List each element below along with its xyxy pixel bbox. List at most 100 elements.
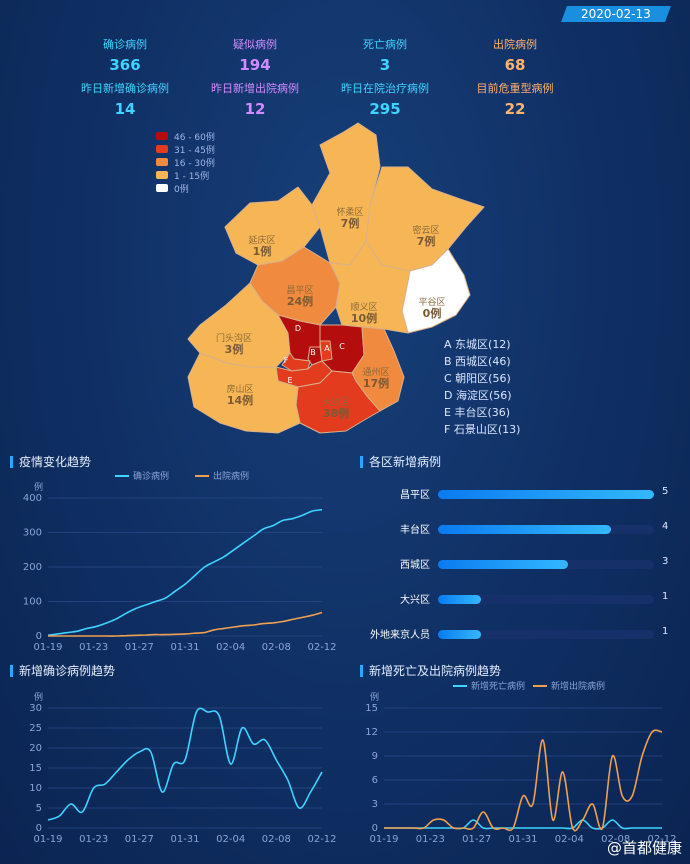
stat-value: 366 xyxy=(109,56,141,74)
stat-value: 14 xyxy=(114,100,136,118)
legend-label: 16 - 30例 xyxy=(174,158,215,169)
map-letter: B xyxy=(310,348,316,357)
x-tick-label: 01-31 xyxy=(170,834,199,845)
bar-category-label: 昌平区 xyxy=(400,490,430,501)
map-label-name: 大兴区 xyxy=(322,396,349,408)
legend-series-label: 新增死亡病例 xyxy=(471,680,525,692)
map-region-dongcheng[interactable] xyxy=(319,340,333,362)
district-list-item: E 丰台区(36) xyxy=(444,406,511,419)
map-region-miyun[interactable] xyxy=(365,166,485,272)
legend-label: 1 - 15例 xyxy=(174,171,210,182)
x-tick-label: 01-19 xyxy=(33,834,62,845)
map-letter: E xyxy=(287,376,292,385)
bar-fill xyxy=(438,630,482,639)
x-tick-label: 02-12 xyxy=(647,834,676,845)
legend-item: 1 - 15例 xyxy=(156,169,215,182)
legend-swatch xyxy=(156,171,168,179)
x-tick-label: 01-27 xyxy=(125,834,154,845)
y-tick-label: 200 xyxy=(23,562,42,573)
x-tick-label: 02-08 xyxy=(262,642,291,653)
stat-5: 昨日新增出院病例 12 xyxy=(190,80,320,118)
bar-value-label: 3 xyxy=(662,556,669,567)
legend-swatch xyxy=(156,132,168,140)
map-letter: A xyxy=(324,344,330,353)
y-tick-label: 25 xyxy=(29,723,42,734)
y-tick-label: 9 xyxy=(372,751,378,762)
map-label-count: 38例 xyxy=(323,406,349,420)
x-tick-label: 01-31 xyxy=(170,642,199,653)
map-label-count: 7例 xyxy=(341,216,360,230)
bar-fill xyxy=(438,525,611,534)
map-label-count: 17例 xyxy=(363,376,389,390)
map-label-name: 通州区 xyxy=(362,367,389,378)
bar-track xyxy=(438,525,654,534)
stat-value: 3 xyxy=(379,56,391,74)
series-line-0 xyxy=(47,508,323,637)
stat-value: 22 xyxy=(504,100,526,118)
x-tick-label: 01-19 xyxy=(369,834,398,845)
map-letter: D xyxy=(295,324,301,333)
stat-value: 68 xyxy=(504,56,526,74)
x-tick-label: 02-04 xyxy=(555,834,584,845)
district-list-item: D 海淀区(56) xyxy=(444,389,512,402)
stat-label: 死亡病例 xyxy=(363,38,407,51)
y-tick-label: 15 xyxy=(29,763,42,774)
y-tick-label: 300 xyxy=(23,528,42,539)
y-unit-label: 例 xyxy=(370,691,379,703)
legend-item: 0例 xyxy=(156,182,215,195)
legend-label: 31 - 45例 xyxy=(174,145,215,156)
bar-value-label: 5 xyxy=(662,486,669,497)
stat-label: 昨日新增出院病例 xyxy=(211,82,299,95)
bar-value-label: 1 xyxy=(662,591,669,602)
y-tick-label: 400 xyxy=(23,493,42,504)
stat-0: 确诊病例 366 xyxy=(60,36,190,74)
map-label-name: 顺义区 xyxy=(350,302,377,313)
bar-row: 外地来京人员 1 xyxy=(350,626,680,642)
map-label-name: 门头沟区 xyxy=(216,332,252,344)
y-tick-label: 20 xyxy=(29,743,42,754)
bar-row: 丰台区 4 xyxy=(350,521,680,537)
stat-7: 目前危重型病例 22 xyxy=(450,80,580,118)
legend-label: 46 - 60例 xyxy=(174,132,215,143)
map-region-fangshan[interactable] xyxy=(187,352,301,434)
x-tick-label: 02-04 xyxy=(216,642,245,653)
bar-category-label: 外地来京人员 xyxy=(370,630,430,641)
stat-1: 疑似病例 194 xyxy=(190,36,320,74)
legend-label: 0例 xyxy=(174,184,189,195)
date-badge: 2020-02-13 xyxy=(561,6,671,22)
bar-category-label: 西城区 xyxy=(400,560,430,571)
map-legend: 46 - 60例 31 - 45例 16 - 30例 1 - 15例 0例 xyxy=(156,130,215,195)
stat-label: 确诊病例 xyxy=(103,38,147,51)
x-tick-label: 01-23 xyxy=(79,834,108,845)
legend-series-label: 确诊病例 xyxy=(133,470,169,482)
legend-series-label: 新增出院病例 xyxy=(551,680,605,692)
x-tick-label: 01-27 xyxy=(125,642,154,653)
x-tick-label: 02-08 xyxy=(262,834,291,845)
map-label-name: 延庆区 xyxy=(248,234,275,246)
trend-chart: 例 0 100 200 300 400 01-19 01-23 01-27 01-31 02-04 0… xyxy=(23,470,337,653)
stat-label: 昨日新增确诊病例 xyxy=(81,82,169,95)
district-list-item: F 石景山区(13) xyxy=(444,423,521,436)
y-tick-label: 3 xyxy=(372,799,378,810)
map-label-count: 7例 xyxy=(417,234,436,248)
stat-value: 295 xyxy=(369,100,401,118)
map-region-shunyi[interactable] xyxy=(329,240,411,334)
bar-value-label: 4 xyxy=(662,521,669,532)
district-list-item: C 朝阳区(56) xyxy=(444,372,511,385)
bar-row: 昌平区 5 xyxy=(350,486,680,502)
legend-swatch xyxy=(156,158,168,166)
map-label-count: 0例 xyxy=(423,306,442,320)
bar-value-label: 1 xyxy=(662,626,669,637)
x-tick-label: 02-12 xyxy=(307,642,336,653)
district-list-item: A 东城区(12) xyxy=(444,338,511,351)
stat-3: 出院病例 68 xyxy=(450,36,580,74)
district-title: 各区新增病例 xyxy=(360,456,441,468)
district-list-item: B 西城区(46) xyxy=(444,355,511,368)
map-label-name: 房山区 xyxy=(226,383,253,395)
stat-6: 昨日在院治疗病例 295 xyxy=(320,80,450,118)
map-label-count: 24例 xyxy=(287,294,313,308)
district-list: A 东城区(12) B 西城区(46) C 朝阳区(56) D 海淀区(56) E 丰台… xyxy=(444,336,520,438)
stat-label: 目前危重型病例 xyxy=(476,82,554,95)
bar-fill xyxy=(438,595,482,604)
legend-series-label: 出院病例 xyxy=(213,470,249,482)
